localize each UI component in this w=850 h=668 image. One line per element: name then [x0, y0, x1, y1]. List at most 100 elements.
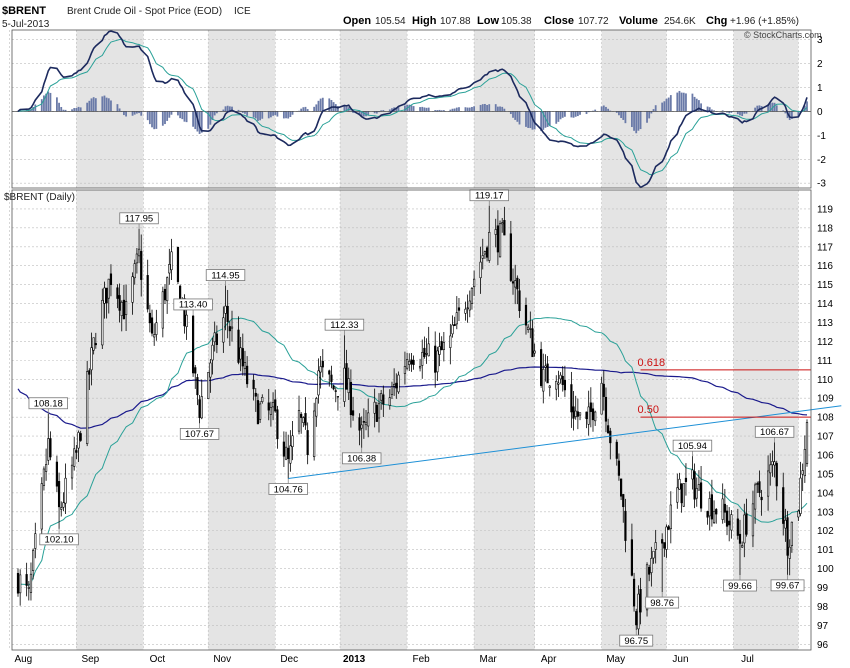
- macd-histogram-bar: [615, 111, 618, 113]
- macd-histogram-bar: [254, 111, 257, 119]
- macd-histogram-bar: [663, 101, 666, 112]
- macd-histogram-bar: [782, 110, 785, 112]
- candle-body: [501, 222, 504, 225]
- price-tick-label: 108: [817, 413, 834, 424]
- macd-histogram-bar: [73, 108, 76, 112]
- macd-histogram-bar: [304, 106, 307, 112]
- candle-body: [191, 315, 195, 374]
- macd-histogram-bar: [563, 111, 566, 117]
- x-tick-label: 2013: [343, 654, 366, 665]
- macd-histogram-bar: [183, 111, 186, 122]
- macd-histogram-bar: [728, 111, 731, 114]
- macd-histogram-bar: [289, 111, 292, 118]
- candle-body: [390, 386, 394, 395]
- macd-histogram-bar: [587, 111, 590, 113]
- candle-body: [198, 399, 201, 418]
- macd-histogram-bar: [34, 104, 37, 112]
- annotation-label: 99.67: [776, 581, 800, 592]
- macd-histogram-bar: [620, 111, 622, 118]
- instrument-name: Brent Crude Oil - Spot Price (EOD): [67, 6, 222, 17]
- candle-body: [706, 511, 709, 518]
- candle-body: [680, 483, 683, 504]
- candle-body: [176, 246, 180, 282]
- candle-body: [600, 382, 603, 415]
- candle-body: [60, 507, 63, 510]
- candle-body: [86, 371, 89, 444]
- macd-histogram-bar: [622, 111, 625, 120]
- candle-body: [730, 514, 733, 531]
- macd-histogram-bar: [362, 111, 365, 117]
- candle-body: [438, 346, 441, 355]
- candle-body: [421, 352, 424, 366]
- candle-body: [784, 519, 787, 529]
- candle-body: [466, 307, 469, 309]
- candle-body: [531, 328, 534, 358]
- candle-body: [321, 360, 324, 368]
- candle-body: [639, 589, 642, 613]
- macd-histogram-bar: [607, 108, 610, 112]
- macd-histogram-bar: [192, 111, 194, 127]
- macd-histogram-bar: [40, 99, 43, 112]
- macd-histogram-bar: [302, 107, 305, 112]
- month-band: [208, 190, 276, 650]
- candle-body: [101, 300, 104, 346]
- candle-body: [25, 574, 28, 586]
- annotation-box: [619, 634, 654, 647]
- macd-histogram-bar: [739, 111, 741, 116]
- candle-body: [427, 343, 430, 357]
- candle-body: [166, 277, 169, 302]
- annotation-label: 112.33: [330, 320, 358, 331]
- candle-body: [349, 381, 352, 416]
- candle-body: [591, 408, 595, 421]
- candle-body: [609, 430, 612, 444]
- candle-body: [619, 478, 623, 497]
- macd-histogram-bar: [185, 111, 188, 123]
- macd-histogram-bar: [153, 111, 156, 130]
- candle-body: [105, 287, 108, 304]
- macd-histogram-bar: [700, 103, 702, 112]
- fib-level-label: 0.618: [638, 357, 666, 369]
- macd-histogram-bar: [676, 92, 679, 112]
- candle-body: [710, 494, 713, 520]
- candle-body: [574, 410, 577, 417]
- candle-body: [300, 413, 303, 418]
- candle-body: [284, 446, 288, 460]
- candle-body: [449, 335, 452, 348]
- candle-body: [615, 441, 618, 459]
- candle-body: [451, 324, 454, 335]
- candle-body: [540, 349, 543, 386]
- price-tick-label: 115: [817, 280, 833, 291]
- candle-body: [479, 261, 482, 279]
- macd-histogram-bar: [241, 111, 244, 113]
- candle-body: [209, 362, 212, 378]
- candle-body: [332, 385, 335, 390]
- macd-histogram-bar: [449, 109, 452, 112]
- price-tick-label: 106: [817, 451, 834, 462]
- macd-histogram-bar: [533, 111, 536, 130]
- macd-histogram-bar: [86, 102, 89, 112]
- candle-body: [645, 564, 649, 611]
- candle-body: [548, 385, 551, 388]
- macd-histogram-bar: [388, 109, 391, 112]
- macd-histogram-bar: [501, 106, 504, 112]
- annotation-box: [672, 439, 713, 452]
- macd-histogram-bar: [419, 107, 421, 112]
- candle-body: [306, 430, 309, 455]
- low-label: Low: [477, 15, 499, 27]
- macd-histogram-bar: [579, 111, 581, 115]
- macd-tick-label: 1: [817, 83, 823, 94]
- candle-body: [47, 438, 50, 461]
- macd-histogram-bar: [481, 104, 484, 112]
- x-tick-label: Jun: [672, 654, 688, 665]
- annotation-label: 102.10: [45, 535, 74, 546]
- x-tick-label: Oct: [150, 654, 166, 665]
- macd-histogram-bar: [592, 110, 594, 112]
- price-panel-label: $BRENT (Daily): [4, 192, 75, 203]
- candle-body: [624, 510, 627, 541]
- candle-body: [542, 368, 545, 392]
- candle-body: [90, 347, 93, 371]
- macd-histogram-bar: [706, 106, 709, 112]
- candle-body: [518, 290, 521, 312]
- candle-body: [226, 305, 229, 322]
- candle-body: [773, 461, 776, 466]
